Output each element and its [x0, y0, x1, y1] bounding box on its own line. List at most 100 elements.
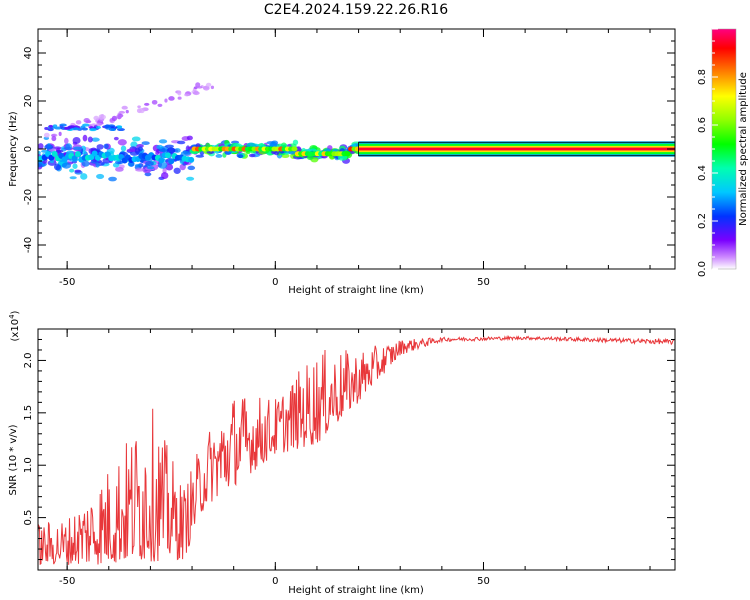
spectrogram-cell — [164, 152, 171, 159]
colorbar-tick-label: 0.8 — [697, 69, 708, 85]
spectrogram-cell — [82, 123, 90, 127]
spectrogram-cell — [89, 128, 97, 132]
spectrogram-cell — [55, 149, 64, 153]
spectrogram-cell — [53, 163, 62, 171]
spectrogram-cell — [176, 140, 186, 145]
spectrogram-cell — [195, 154, 205, 158]
spectrogram-cell — [202, 85, 210, 91]
spectrogram-cell — [138, 107, 145, 114]
spectrogram-cell — [130, 141, 138, 148]
spectrogram-cell — [144, 102, 150, 106]
spectrogram-cell — [43, 132, 50, 138]
spectrogram-cell — [72, 163, 78, 169]
spectrogram-cell — [74, 151, 81, 158]
spectrogram-cell — [134, 147, 141, 155]
y-tick-label: -40 — [23, 237, 34, 253]
spectrogram-cell — [134, 163, 143, 167]
spectrogram-cell — [210, 85, 215, 90]
spectrogram-cell — [177, 96, 182, 100]
spectrogram-cell — [192, 91, 200, 96]
spectrogram-cell — [248, 153, 256, 158]
spectrogram-band-outline — [358, 141, 675, 157]
spectrogram-cell — [80, 173, 88, 180]
spectrogram-cell — [180, 150, 191, 156]
spectrogram-cell — [158, 157, 165, 164]
spectrogram-cell — [113, 136, 119, 141]
spectrogram-cell — [54, 126, 63, 130]
spectrogram-cell — [96, 173, 105, 179]
spectrogram-cell — [186, 176, 195, 181]
spectrogram-cell — [72, 137, 81, 145]
spectrogram-cell — [75, 120, 82, 125]
spectrogram-cell — [81, 127, 88, 131]
spectrogram-cell — [168, 158, 175, 165]
spectrogram-cell — [215, 153, 223, 158]
spectrogram-cell — [344, 151, 351, 157]
spectrogram-cell — [82, 134, 88, 142]
snr-y-axis-label: SNR (10 * v/v) — [8, 424, 19, 495]
spectrogram-cell — [93, 115, 99, 121]
snr-x-axis-label: Height of straight line (km) — [288, 585, 424, 596]
spectrogram-cell — [58, 131, 62, 137]
spectrogram-cell — [184, 93, 190, 97]
spectrogram-cell — [38, 151, 41, 155]
colorbar-label: Normalized spectral amplitude — [738, 72, 749, 226]
spectrogram-cell — [74, 169, 82, 173]
spectrogram-cell — [120, 145, 127, 152]
y-tick-label: 20 — [23, 95, 34, 108]
spectrogram-cell — [64, 137, 69, 145]
spectrogram-cell — [108, 128, 117, 132]
spectrogram-cell — [96, 144, 104, 150]
spectrogram-cell — [118, 110, 126, 114]
y-tick-label: 1.5 — [23, 405, 34, 421]
spectrogram-cell — [177, 90, 182, 96]
y-tick-label: 0 — [23, 146, 34, 152]
spectrogram-cell — [205, 82, 212, 87]
spectrogram-heatmap — [38, 82, 675, 182]
spectrogram-cell — [164, 144, 174, 148]
spectrogram-cell — [44, 126, 49, 130]
spectrogram-cell — [186, 135, 193, 141]
spectrogram-axes: -50 0 50 -40 -20 0 20 40 — [23, 28, 675, 288]
snr-y-multiplier: (x104) — [8, 310, 21, 341]
spectrogram-cell — [51, 150, 58, 157]
colorbar-gradient — [712, 29, 736, 269]
spectrogram-cell — [237, 154, 244, 159]
spectrogram-cell — [71, 155, 78, 162]
x-tick-label: -50 — [59, 576, 75, 587]
spectrogram-cell — [158, 139, 168, 144]
spectrogram-cell — [160, 172, 169, 180]
spectrogram-cell — [136, 144, 144, 148]
spectrogram-cell — [108, 176, 117, 182]
spectrogram-cell — [188, 156, 195, 163]
spectrogram-y-axis-label: Frequency (Hz) — [8, 111, 19, 187]
spectrogram-cell — [103, 143, 109, 149]
spectrogram-cell — [69, 176, 77, 180]
spectrogram-cell — [44, 144, 54, 150]
spectrogram-cell — [121, 105, 128, 110]
spectrogram-cell — [95, 125, 101, 129]
spectrogram-cell — [131, 136, 141, 142]
spectrogram-cell — [157, 103, 163, 107]
spectrogram-cell — [141, 141, 150, 146]
spectrogram-cell — [168, 96, 175, 101]
spectrogram-cell — [144, 172, 152, 177]
spectrogram-cell — [38, 143, 44, 150]
colorbar-tick-label: 0.2 — [697, 213, 708, 229]
spectrogram-cell — [196, 85, 203, 89]
spectrogram-cell — [95, 162, 100, 168]
spectrogram-cell — [137, 105, 141, 109]
snr-plot-frame — [37, 328, 676, 571]
spectrogram-cell — [51, 136, 57, 142]
y-tick-label: 1.0 — [23, 457, 34, 473]
x-tick-label: 0 — [272, 576, 278, 587]
spectrogram-cell — [81, 160, 90, 167]
spectrogram-cell — [51, 134, 56, 137]
spectrogram-cell — [158, 161, 168, 169]
spectrogram-cell — [116, 125, 123, 129]
spectrogram-cell — [167, 147, 176, 153]
spectrogram-cell — [115, 166, 124, 172]
spectrogram-cell — [59, 123, 67, 127]
spectrogram-cell — [173, 167, 181, 174]
spectrogram-cell — [104, 124, 111, 128]
